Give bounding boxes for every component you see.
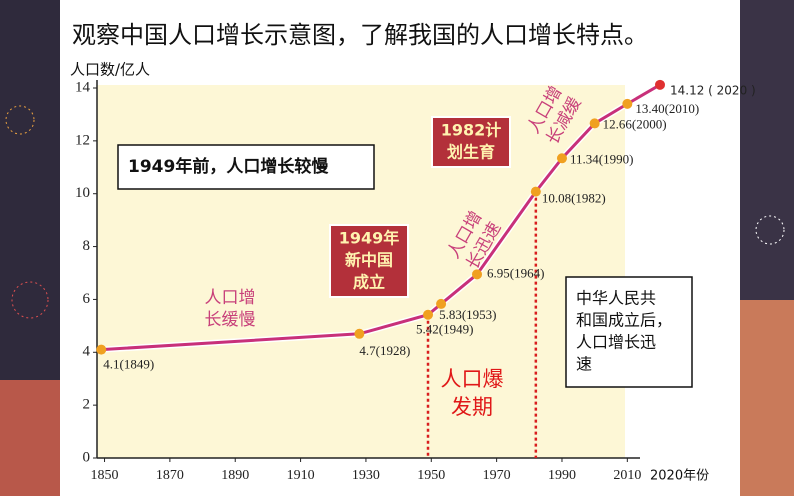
firework (5, 105, 35, 135)
annotation-text: 划生育 (447, 143, 495, 162)
point (472, 269, 483, 280)
value-label: 10.08(1982) (542, 191, 606, 206)
y-tick-label: 8 (83, 238, 91, 254)
right-people-decor (740, 300, 794, 496)
left-people-decor (0, 380, 60, 496)
x-tick-label: 1890 (221, 468, 249, 483)
y-tick-label: 4 (83, 344, 91, 360)
annotation-text: 人口增 (205, 288, 256, 308)
x-tick-label: 2010 (613, 468, 641, 483)
point (530, 186, 541, 197)
annotation-text: 新中国 (345, 251, 393, 270)
value-label: 5.42(1949) (416, 322, 473, 337)
x-tick-label: 1870 (156, 468, 184, 483)
y-tick-label: 2 (83, 397, 91, 413)
point (96, 344, 107, 355)
annotation-text: 1949年前，人口增长较慢 (128, 156, 329, 177)
annotation-text: 和国成立后， (576, 311, 672, 330)
annotation-text: 长缓慢 (205, 309, 256, 330)
firework (755, 215, 785, 245)
title: 观察中国人口增长示意图，了解我国的人口增长特点。 (72, 21, 648, 49)
end-point (655, 79, 665, 90)
x-tick-label: 1850 (91, 468, 119, 483)
annotation-text: 人口增长迅 (576, 333, 656, 352)
annotation-text: 发期 (451, 395, 493, 419)
value-label: 12.66(2000) (603, 116, 667, 131)
x-tick-label: 1930 (352, 468, 380, 483)
annotation-text: 人口爆 (441, 367, 504, 391)
annotation-box (117, 144, 375, 190)
annotation-text: 成立 (353, 273, 385, 292)
value-label: 4.7(1928) (359, 343, 410, 358)
annotation-box (329, 224, 409, 298)
x-tick-label: 1990 (548, 468, 576, 483)
point (436, 298, 447, 309)
annotation-text: 中华人民共 (576, 289, 656, 308)
y-tick-label: 6 (83, 291, 91, 307)
annotation: 1949年前，人口增长较慢 (117, 144, 375, 190)
y-tick-label: 10 (75, 185, 90, 201)
x-axis-label: 2020年份 (650, 469, 709, 484)
point (354, 328, 365, 339)
y-tick-label: 12 (75, 132, 90, 148)
x-tick-label: 1950 (417, 468, 445, 483)
annotation-text: 速 (576, 355, 592, 374)
point (423, 309, 434, 320)
point (556, 153, 567, 164)
value-label: 5.83(1953) (439, 307, 496, 322)
firework (11, 281, 49, 319)
x-tick-label: 1910 (287, 468, 315, 483)
annotation-box (431, 116, 511, 168)
value-label: 6.95(1964) (487, 265, 544, 280)
value-label: 4.1(1849) (103, 357, 154, 372)
x-tick-label: 1970 (483, 468, 511, 483)
annotation-text: 1982计 (441, 121, 502, 140)
point (622, 98, 633, 109)
y-tick-label: 14 (75, 79, 91, 95)
value-label: 14.12 ( 2020 ) (670, 83, 756, 97)
line (101, 83, 661, 352)
y-axis-label: 人口数/亿人 (70, 61, 150, 79)
value-label: 13.40(2010) (635, 101, 699, 116)
y-tick-label: 0 (83, 449, 91, 465)
point (589, 118, 600, 129)
annotation-text: 1949年 (339, 229, 400, 248)
annotation-box (565, 276, 693, 388)
value-label: 11.34(1990) (570, 151, 633, 166)
